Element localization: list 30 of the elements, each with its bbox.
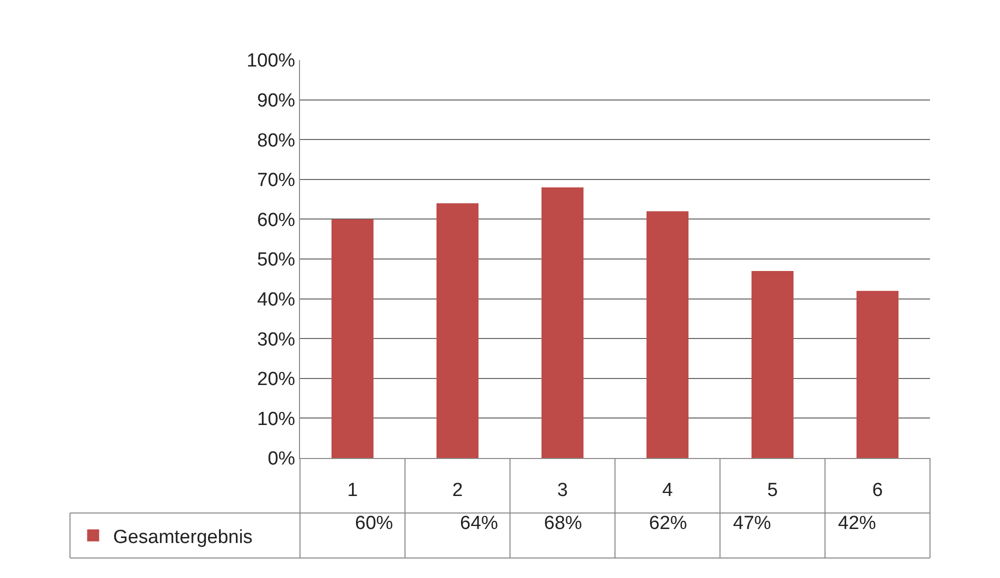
bar bbox=[646, 211, 688, 458]
data-label: 64% bbox=[460, 513, 498, 534]
x-tick-label: 2 bbox=[452, 480, 463, 501]
x-tick-label: 3 bbox=[557, 480, 568, 501]
bar bbox=[332, 219, 374, 458]
y-tick-label: 70% bbox=[257, 170, 296, 192]
x-tick-label: 5 bbox=[767, 480, 778, 501]
data-label: 47% bbox=[733, 513, 772, 534]
bar bbox=[542, 187, 584, 458]
bar bbox=[752, 270, 794, 458]
y-tick-label: 60% bbox=[257, 210, 296, 231]
legend-label: Gesamtergebnis bbox=[113, 526, 253, 548]
data-label: 62% bbox=[649, 513, 688, 534]
y-tick-label: 20% bbox=[257, 369, 296, 390]
y-tick-label: 50% bbox=[257, 250, 296, 271]
x-tick-label: 4 bbox=[662, 480, 674, 501]
y-tick-label: 80% bbox=[257, 130, 296, 152]
x-tick-label: 1 bbox=[347, 480, 358, 501]
y-tick-label: 0% bbox=[268, 448, 296, 470]
bar bbox=[436, 203, 478, 458]
y-tick-label: 90% bbox=[257, 90, 296, 112]
data-label: 60% bbox=[355, 513, 394, 534]
y-tick-label: 30% bbox=[257, 329, 296, 350]
data-label: 68% bbox=[544, 513, 582, 534]
x-tick-label: 6 bbox=[872, 480, 883, 501]
y-tick-label: 40% bbox=[257, 289, 296, 310]
y-tick-label: 100% bbox=[246, 50, 296, 72]
y-tick-label: 10% bbox=[257, 408, 296, 430]
data-label: 42% bbox=[838, 513, 876, 534]
bar bbox=[856, 290, 898, 458]
